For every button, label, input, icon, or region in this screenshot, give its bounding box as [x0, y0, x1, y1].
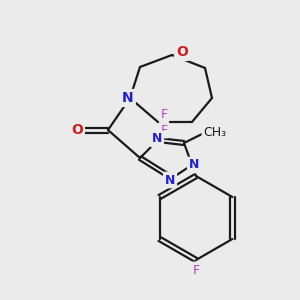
Text: F: F: [160, 107, 168, 121]
Text: CH₃: CH₃: [203, 127, 226, 140]
Text: N: N: [122, 91, 134, 105]
Text: O: O: [176, 45, 188, 59]
Text: O: O: [71, 123, 83, 137]
Text: F: F: [192, 263, 200, 277]
Text: N: N: [189, 158, 199, 172]
Text: N: N: [152, 133, 162, 146]
Text: N: N: [165, 173, 175, 187]
Text: F: F: [160, 124, 168, 136]
